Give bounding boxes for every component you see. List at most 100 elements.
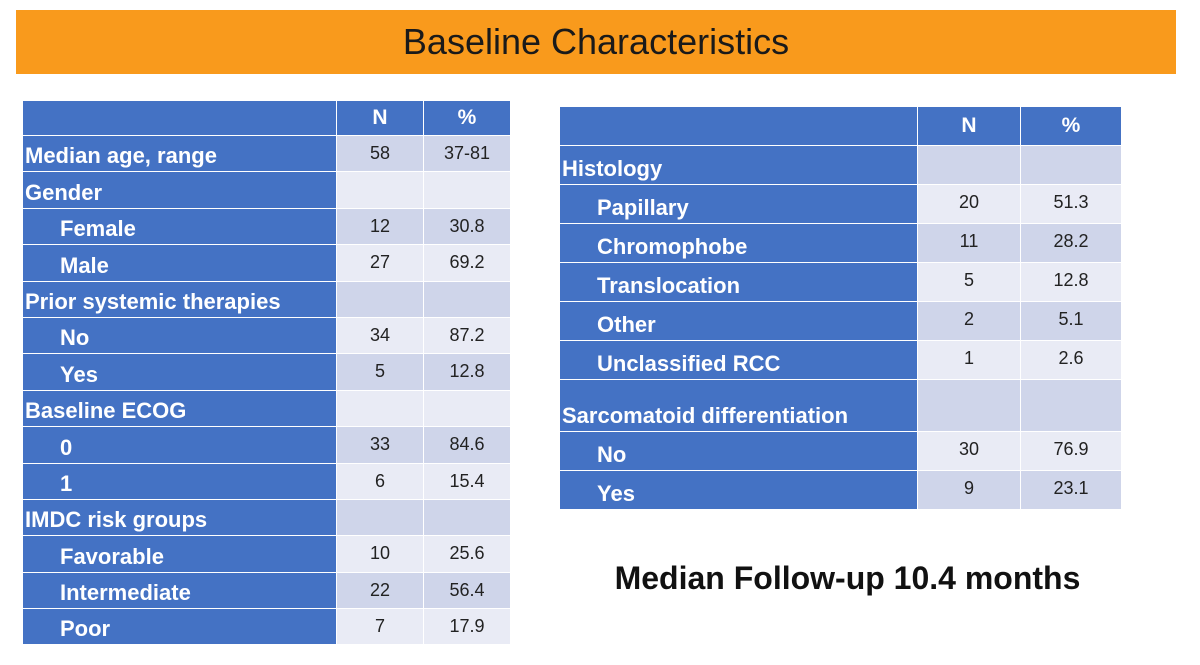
value-cell: 27 (337, 245, 423, 281)
value-cell: 7 (337, 609, 423, 645)
value-cell: 15.4 (424, 463, 510, 499)
section-row: Gender (23, 172, 511, 208)
row-label: Median age, range (23, 136, 336, 172)
value-cell: 12.8 (424, 354, 510, 390)
title: Baseline Characteristics (402, 21, 790, 62)
header-row: N% (560, 107, 1122, 146)
item-row: Other 2 5.1 (560, 302, 1122, 341)
value-cell: 5 (918, 263, 1020, 301)
header-cell (560, 107, 917, 145)
value-cell: 30 (918, 432, 1020, 470)
value-cell (1021, 380, 1121, 431)
row-label: Prior systemic therapies (23, 281, 336, 317)
value-cell (337, 390, 423, 427)
column-header: % (1021, 107, 1121, 145)
row-label: Other (560, 302, 917, 340)
row-label: Gender (23, 172, 336, 208)
value-cell (424, 281, 510, 317)
footer-note: Median Follow-up 10.4 months (614, 560, 1081, 596)
value-cell: 28.2 (1021, 224, 1121, 262)
item-row: No 30 76.9 (560, 432, 1122, 471)
section-row: Histology (560, 146, 1122, 185)
value-cell (424, 499, 510, 536)
column-header: N (918, 107, 1020, 145)
row-label: Male (23, 245, 336, 281)
row-label: Intermediate (23, 572, 336, 609)
value-cell (337, 281, 423, 317)
item-row: Unclassified RCC 1 2.6 (560, 341, 1122, 380)
row-label: Baseline ECOG (23, 390, 336, 427)
value-cell: 6 (337, 463, 423, 499)
section-row: Baseline ECOG (23, 390, 511, 427)
value-cell: 37-81 (424, 136, 510, 172)
value-cell: 22 (337, 572, 423, 609)
value-cell: 12.8 (1021, 263, 1121, 301)
title-banner: Baseline Characteristics (16, 10, 1176, 74)
value-cell: 87.2 (424, 317, 510, 354)
header-row: N% (23, 101, 511, 136)
value-cell: 33 (337, 427, 423, 463)
section-row: IMDC risk groups (23, 499, 511, 536)
row-label: Poor (23, 609, 336, 645)
item-row: Female 12 30.8 (23, 208, 511, 245)
row-label: IMDC risk groups (23, 499, 336, 536)
value-cell (1021, 146, 1121, 184)
value-cell: 30.8 (424, 208, 510, 245)
row-label: Female (23, 208, 336, 245)
value-cell: 58 (337, 136, 423, 172)
item-row: No 34 87.2 (23, 317, 511, 354)
value-cell (337, 172, 423, 208)
column-header: % (424, 101, 510, 135)
section-row: Median age, range 58 37-81 (23, 136, 511, 172)
value-cell: 5.1 (1021, 302, 1121, 340)
value-cell: 17.9 (424, 609, 510, 645)
value-cell: 25.6 (424, 536, 510, 572)
section-row: Sarcomatoid differentiation (560, 380, 1122, 432)
item-row: 0 33 84.6 (23, 427, 511, 463)
header-cell (23, 101, 336, 135)
left-table: N% Median age, range 58 37-81 Gender Female 12… (23, 101, 511, 645)
row-label: Histology (560, 146, 917, 184)
item-row: Yes 9 23.1 (560, 471, 1122, 510)
item-row: Yes 5 12.8 (23, 354, 511, 390)
right-table: N% Histology Papillary 20 51.3 Chromophobe 11 2… (560, 107, 1122, 510)
row-label: Unclassified RCC (560, 341, 917, 379)
item-row: 1 6 15.4 (23, 463, 511, 500)
row-label: No (23, 317, 336, 354)
value-cell: 20 (918, 185, 1020, 223)
row-label: Yes (560, 471, 917, 509)
value-cell: 5 (337, 354, 423, 390)
row-label: Sarcomatoid differentiation (560, 380, 917, 431)
value-cell: 10 (337, 536, 423, 572)
value-cell (918, 146, 1020, 184)
item-row: Intermediate 22 56.4 (23, 572, 511, 609)
item-row: Favorable 10 25.6 (23, 536, 511, 572)
value-cell: 56.4 (424, 572, 510, 609)
value-cell: 2 (918, 302, 1020, 340)
value-cell: 1 (918, 341, 1020, 379)
column-header: N (337, 101, 423, 135)
value-cell: 23.1 (1021, 471, 1121, 509)
value-cell: 34 (337, 317, 423, 354)
value-cell (424, 172, 510, 208)
value-cell: 12 (337, 208, 423, 245)
row-label: Papillary (560, 185, 917, 223)
row-label: Translocation (560, 263, 917, 301)
section-row: Prior systemic therapies (23, 281, 511, 318)
value-cell (424, 390, 510, 427)
value-cell (918, 380, 1020, 431)
item-row: Papillary 20 51.3 (560, 185, 1122, 224)
value-cell: 69.2 (424, 245, 510, 281)
item-row: Translocation 5 12.8 (560, 263, 1122, 302)
value-cell: 84.6 (424, 427, 510, 463)
row-label: No (560, 432, 917, 470)
value-cell: 51.3 (1021, 185, 1121, 223)
item-row: Poor 7 17.9 (23, 609, 511, 645)
row-label: Yes (23, 354, 336, 390)
item-row: Male 27 69.2 (23, 245, 511, 281)
value-cell: 11 (918, 224, 1020, 262)
row-label: Chromophobe (560, 224, 917, 262)
row-label: 1 (23, 463, 336, 499)
value-cell: 9 (918, 471, 1020, 509)
